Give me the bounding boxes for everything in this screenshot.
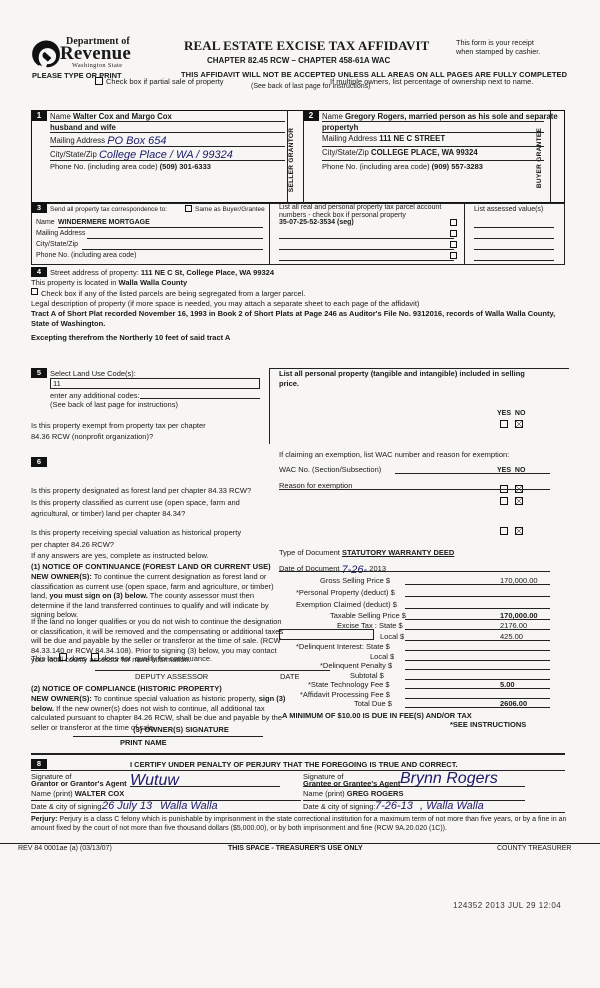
svg-text:BUYER GRANTEE: BUYER GRANTEE xyxy=(536,128,543,189)
svg-text:SELLER GRANTOR: SELLER GRANTOR xyxy=(288,128,295,192)
